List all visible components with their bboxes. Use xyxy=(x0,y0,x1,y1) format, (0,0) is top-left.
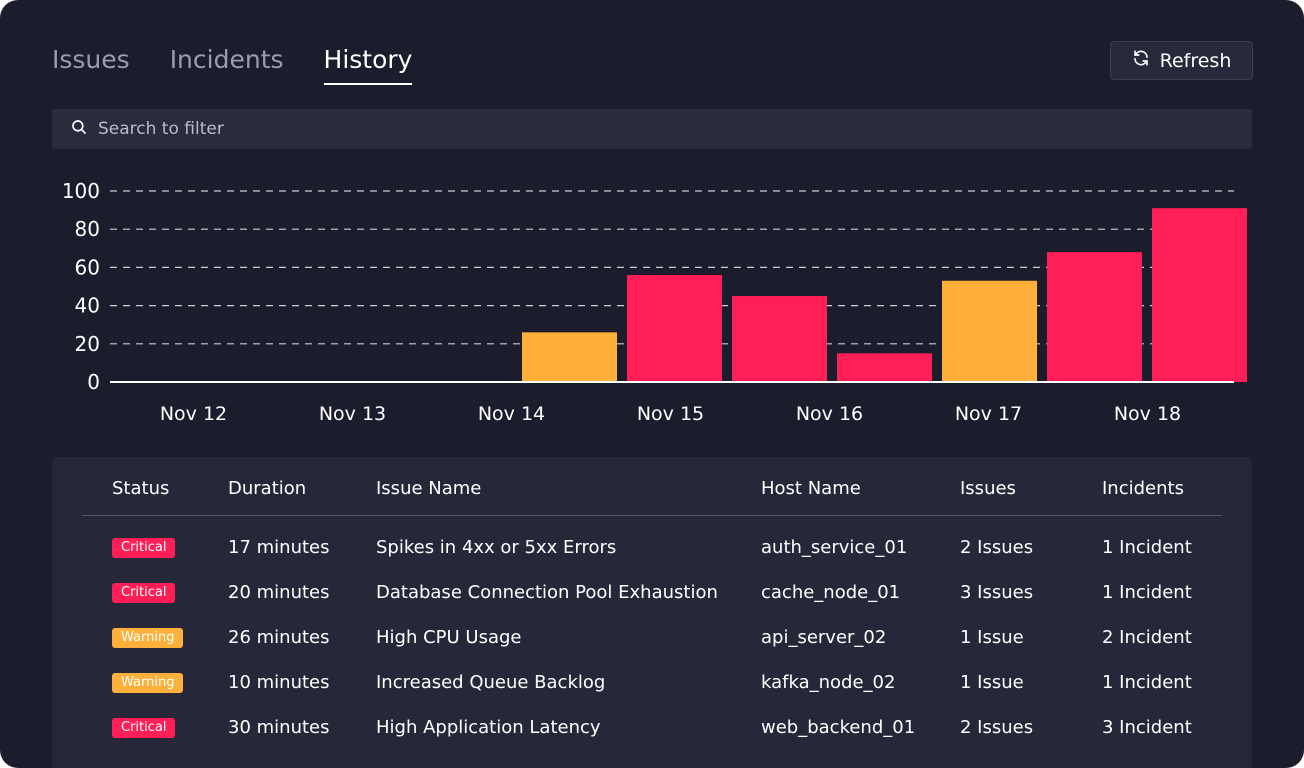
issues-cell: 2 Issues xyxy=(960,717,1034,738)
y-tick-label: 40 xyxy=(75,294,100,318)
tab-history[interactable]: History xyxy=(323,40,412,85)
x-tick-label: Nov 14 xyxy=(478,403,545,425)
host-name-cell: kafka_node_02 xyxy=(761,672,896,693)
search-input[interactable] xyxy=(98,119,1198,139)
history-table: Status Duration Issue Name Host Name Iss… xyxy=(52,457,1252,768)
duration-cell: 30 minutes xyxy=(228,717,330,738)
x-tick-label: Nov 17 xyxy=(955,403,1022,425)
duration-cell: 10 minutes xyxy=(228,672,330,693)
status-badge: Critical xyxy=(112,538,176,558)
table-row[interactable]: Warning 10 minutes Increased Queue Backl… xyxy=(82,672,1222,717)
incidents-cell: 1 Incident xyxy=(1102,537,1192,558)
status-badge: Critical xyxy=(112,718,176,738)
table-row[interactable]: Critical 20 minutes Database Connection … xyxy=(82,582,1222,627)
tab-bar: Issues Incidents History xyxy=(52,40,412,85)
issues-cell: 1 Issue xyxy=(960,627,1024,648)
table-row[interactable]: Warning 26 minutes High CPU Usage api_se… xyxy=(82,627,1222,672)
y-tick-label: 60 xyxy=(75,255,100,279)
tab-incidents[interactable]: Incidents xyxy=(169,45,284,74)
bar xyxy=(837,353,932,382)
refresh-button[interactable]: Refresh xyxy=(1110,41,1253,80)
x-tick-label: Nov 12 xyxy=(160,403,227,425)
duration-cell: 17 minutes xyxy=(228,537,330,558)
host-name-cell: auth_service_01 xyxy=(761,537,908,558)
refresh-icon xyxy=(1132,49,1150,72)
host-name-cell: cache_node_01 xyxy=(761,582,901,603)
status-badge: Warning xyxy=(112,673,184,693)
issues-cell: 1 Issue xyxy=(960,672,1024,693)
issues-cell: 2 Issues xyxy=(960,537,1034,558)
y-tick-label: 20 xyxy=(75,332,100,356)
table-header: Status Duration Issue Name Host Name Iss… xyxy=(82,457,1222,516)
tab-issues[interactable]: Issues xyxy=(52,45,130,74)
x-tick-label: Nov 15 xyxy=(637,403,704,425)
issue-name-cell: Spikes in 4xx or 5xx Errors xyxy=(376,537,617,558)
search-icon xyxy=(70,118,98,140)
incidents-cell: 2 Incident xyxy=(1102,627,1192,648)
refresh-label: Refresh xyxy=(1159,49,1232,72)
incidents-cell: 3 Incident xyxy=(1102,717,1192,738)
header-incidents[interactable]: Incidents xyxy=(1102,478,1184,499)
search-bar xyxy=(52,109,1252,149)
bar xyxy=(1152,208,1247,382)
bar xyxy=(627,275,722,382)
x-tick-label: Nov 16 xyxy=(796,403,863,425)
table-row[interactable]: Critical 17 minutes Spikes in 4xx or 5xx… xyxy=(82,537,1222,582)
bar xyxy=(1047,252,1142,382)
issues-cell: 3 Issues xyxy=(960,582,1034,603)
incidents-cell: 1 Incident xyxy=(1102,672,1192,693)
y-tick-label: 80 xyxy=(75,217,100,241)
issue-name-cell: Increased Queue Backlog xyxy=(376,672,606,693)
x-tick-label: Nov 18 xyxy=(1114,403,1181,425)
header-issue-name[interactable]: Issue Name xyxy=(376,478,482,499)
table-row[interactable]: Critical 30 minutes High Application Lat… xyxy=(82,717,1222,762)
status-badge: Critical xyxy=(112,583,176,603)
bar xyxy=(522,332,617,382)
header-issues[interactable]: Issues xyxy=(960,478,1016,499)
history-bar-chart: 0 20 40 60 80 100 Nov 12 Nov 13 Nov 14 Nov 15 Nov … xyxy=(62,179,1247,425)
header-host-name[interactable]: Host Name xyxy=(761,478,861,499)
incidents-cell: 1 Incident xyxy=(1102,582,1192,603)
host-name-cell: web_backend_01 xyxy=(761,717,916,738)
issue-name-cell: High CPU Usage xyxy=(376,627,522,648)
x-tick-label: Nov 13 xyxy=(319,403,386,425)
bar xyxy=(942,280,1037,382)
issue-name-cell: High Application Latency xyxy=(376,717,601,738)
status-badge: Warning xyxy=(112,628,184,648)
header-status[interactable]: Status xyxy=(112,478,170,499)
y-tick-label: 0 xyxy=(87,370,100,394)
bar xyxy=(732,296,827,382)
issue-name-cell: Database Connection Pool Exhaustion xyxy=(376,582,718,603)
duration-cell: 20 minutes xyxy=(228,582,330,603)
y-tick-label: 100 xyxy=(62,179,100,203)
host-name-cell: api_server_02 xyxy=(761,627,887,648)
duration-cell: 26 minutes xyxy=(228,627,330,648)
header-duration[interactable]: Duration xyxy=(228,478,307,499)
